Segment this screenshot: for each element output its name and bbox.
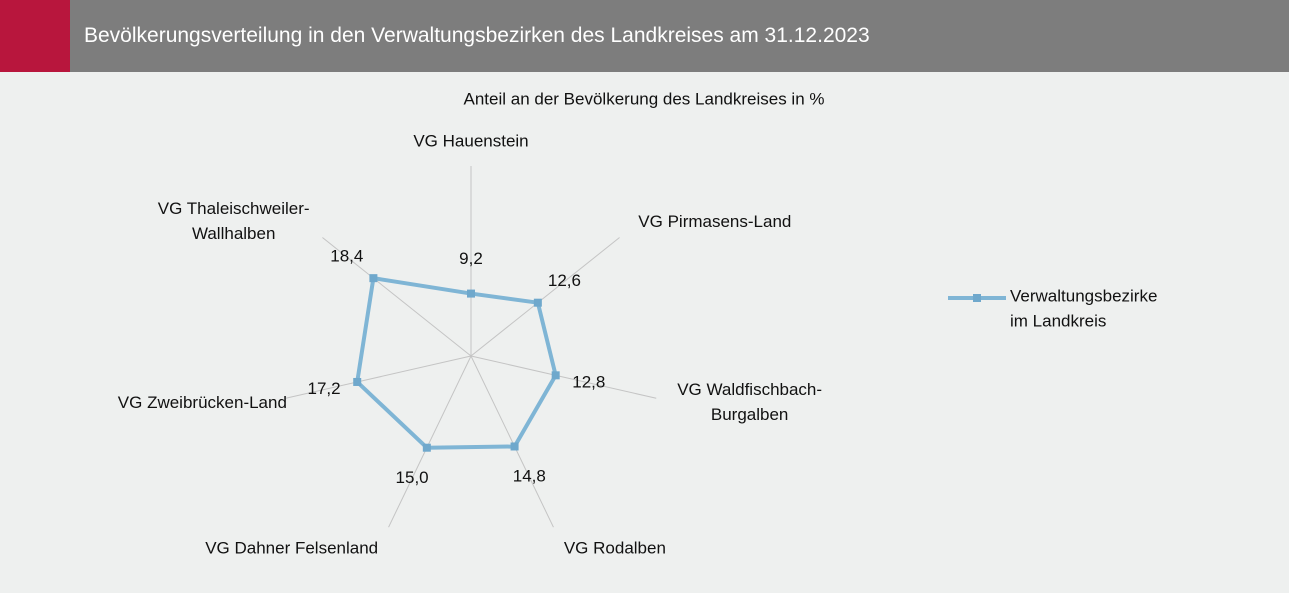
spoke	[470, 355, 554, 528]
category-label: VG Waldfischbach-Burgalben	[677, 381, 822, 425]
category-label: VG Dahner Felsenland	[205, 538, 378, 557]
category-label: VG Zweibrücken-Land	[118, 393, 287, 412]
marker	[467, 289, 475, 298]
category-label: VG Thaleischweiler-Wallhalben	[158, 200, 310, 244]
marker	[533, 298, 542, 307]
marker	[510, 442, 519, 451]
spoke	[388, 355, 472, 528]
marker	[551, 371, 560, 380]
category-label: VG Rodalben	[564, 538, 666, 557]
value-label: 9,2	[459, 249, 483, 268]
value-label: 17,2	[308, 379, 341, 398]
value-label: 15,0	[396, 468, 429, 487]
chart-title: Anteil an der Bevölkerung des Landkreise…	[464, 89, 825, 108]
legend-label: Verwaltungsbezirke im Landkreis	[1010, 287, 1162, 331]
marker	[369, 274, 378, 283]
marker	[353, 377, 362, 386]
value-label: 18,4	[330, 246, 363, 265]
value-label: 12,6	[548, 271, 581, 290]
header-title: Bevölkerungsverteilung in den Verwaltung…	[84, 24, 870, 47]
legend-marker	[973, 294, 981, 302]
value-label: 12,8	[572, 372, 605, 391]
series-line	[355, 276, 558, 450]
header-bar	[0, 0, 1289, 72]
spoke	[470, 237, 620, 357]
spoke	[322, 237, 472, 357]
value-label: 14,8	[513, 467, 546, 486]
marker	[422, 443, 431, 452]
spoke	[285, 355, 472, 399]
category-label: VG Pirmasens-Land	[638, 212, 791, 231]
header-accent	[0, 0, 70, 72]
spoke	[470, 355, 657, 399]
category-label: VG Hauenstein	[413, 131, 528, 150]
